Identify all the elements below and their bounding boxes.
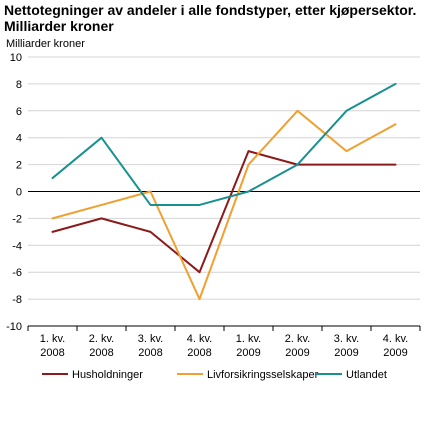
y-tick-label: -10	[6, 321, 22, 333]
x-tick-label-quarter: 1. kv.	[40, 333, 65, 345]
y-tick-label: -8	[12, 294, 22, 306]
y-tick-label: 8	[16, 79, 22, 91]
x-tick-label-year: 2008	[40, 347, 64, 359]
x-tick-label-quarter: 3. kv.	[334, 333, 359, 345]
y-tick-label: 2	[16, 160, 22, 172]
legend-label: Husholdninger	[72, 369, 143, 381]
y-tick-label: -2	[12, 213, 22, 225]
legend-label: Livforsikringsselskaper	[207, 369, 319, 381]
y-tick-label: 4	[16, 133, 22, 145]
x-tick-label-quarter: 1. kv.	[236, 333, 261, 345]
series-line-utlandet	[51, 82, 397, 206]
y-tick-label: 0	[16, 187, 22, 199]
x-tick-label-year: 2008	[89, 347, 113, 359]
axes: Milliarder kroner 10 8 6 4 2 0 -2 -4 -6 -8 -10 1. kv…	[6, 38, 421, 359]
series-lines	[51, 82, 397, 301]
x-tick-label-year: 2009	[334, 347, 358, 359]
y-tick-label: -4	[12, 240, 22, 252]
chart-title: Nettotegninger av andeler i alle fondsty…	[4, 2, 424, 34]
x-tick-label-year: 2008	[138, 347, 162, 359]
y-tick-label: -6	[12, 267, 22, 279]
legend-label: Utlandet	[346, 369, 387, 381]
x-tick-label-year: 2009	[383, 347, 407, 359]
y-tick-label: 10	[10, 52, 22, 64]
chart-title-line-2: Milliarder kroner	[4, 18, 114, 34]
x-tick-label-quarter: 4. kv.	[187, 333, 212, 345]
series-line-husholdninger	[51, 150, 397, 274]
series-line-livforsikringsselskaper	[51, 109, 397, 301]
x-tick-label-quarter: 2. kv.	[89, 333, 114, 345]
y-axis-unit-label: Milliarder kroner	[6, 38, 85, 50]
x-tick-label-quarter: 2. kv.	[285, 333, 310, 345]
x-tick-label-quarter: 3. kv.	[138, 333, 163, 345]
legend: Husholdninger Livforsikringsselskaper Utla…	[42, 369, 387, 381]
x-tick-label-year: 2009	[236, 347, 260, 359]
x-tick-label-year: 2008	[187, 347, 211, 359]
x-tick-label-year: 2009	[285, 347, 309, 359]
y-tick-label: 6	[16, 106, 22, 118]
x-tick-label-quarter: 4. kv.	[383, 333, 408, 345]
chart-title-line-1: Nettotegninger av andeler i alle fondsty…	[4, 2, 417, 18]
